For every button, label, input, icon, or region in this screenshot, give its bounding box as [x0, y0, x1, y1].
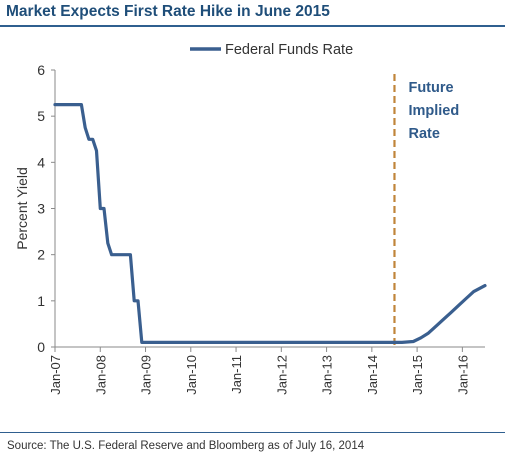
source-note: Source: The U.S. Federal Reserve and Blo… — [7, 440, 365, 452]
series-line — [53, 103, 487, 344]
x-tick-label: Jan-10 — [184, 355, 199, 395]
y-tick-label: 2 — [37, 247, 45, 263]
annotation-label: Future — [408, 80, 453, 96]
x-tick-label: Jan-12 — [274, 355, 289, 395]
x-tick-label: Jan-11 — [229, 355, 244, 394]
y-tick-label: 0 — [37, 339, 45, 355]
y-axis-label: Percent Yield — [14, 167, 30, 250]
annotation-label: Rate — [408, 126, 439, 142]
x-tick-label: Jan-15 — [410, 355, 425, 395]
y-tick-label: 5 — [37, 108, 45, 124]
x-tick-label: Jan-07 — [48, 355, 63, 395]
chart-title: Market Expects First Rate Hike in June 2… — [6, 3, 330, 20]
x-tick-label: Jan-09 — [139, 355, 154, 395]
x-tick-label: Jan-14 — [365, 355, 380, 395]
line-chart: 0 1 2 3 4 5 6 Percent Yield Jan-07 Jan-08 Jan-09 Ja… — [14, 42, 487, 395]
x-tick-label: Jan-13 — [320, 355, 335, 395]
x-tick-label: Jan-16 — [455, 355, 470, 395]
y-tick-label: 3 — [37, 201, 45, 217]
title-divider — [0, 25, 505, 27]
y-tick-label: 6 — [37, 62, 45, 78]
x-tick-label: Jan-08 — [93, 355, 108, 395]
annotation-label: Implied — [408, 103, 459, 119]
footer-divider — [0, 432, 505, 433]
legend-label: Federal Funds Rate — [225, 42, 353, 58]
y-tick-label: 1 — [37, 293, 45, 309]
y-tick-label: 4 — [37, 154, 45, 170]
